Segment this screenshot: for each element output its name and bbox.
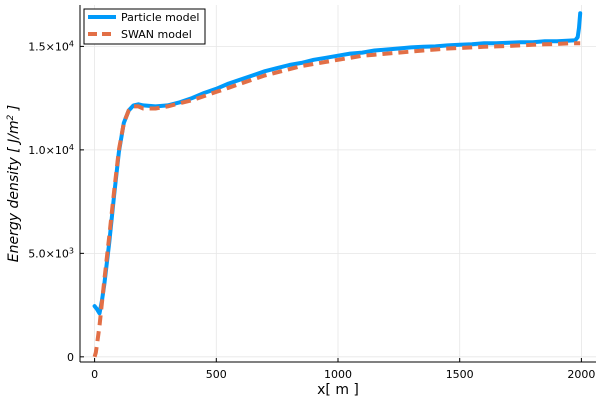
y-axis-label-sup: 2	[6, 114, 16, 120]
series-layer	[92, 11, 583, 358]
legend-box	[83, 8, 206, 45]
x-tick-label-3: 1500	[446, 368, 474, 381]
y-tick-label-1: 5.0×103	[28, 246, 74, 261]
x-tick-label-2: 1000	[324, 368, 352, 381]
y-tick-label-2: 1.0×104	[28, 142, 74, 157]
y-axis-label-close: ]	[6, 105, 22, 115]
y-axis-label-main: Energy density [ J/m	[6, 120, 22, 262]
x-axis-label: x[ m ]	[317, 382, 359, 398]
ticks: 0 500 1000 1500 2000 0 5.0×103 1.0×104 1.5×104	[28, 39, 595, 381]
x-tick-label-0: 0	[91, 368, 98, 381]
legend: Particle model SWAN model	[83, 8, 206, 45]
x-tick-label-4: 2000	[567, 368, 595, 381]
x-tick-label-1: 500	[206, 368, 227, 381]
y-axis-label: Energy density [ J/m2 ]	[6, 105, 22, 263]
y-tick-label-3: 1.5×104	[28, 39, 74, 54]
grid	[80, 5, 596, 362]
legend-label-swan-model: SWAN model	[121, 28, 192, 41]
y-tick-label-0: 0	[67, 351, 74, 364]
series-line-swan-model	[92, 41, 581, 358]
legend-label-particle-model: Particle model	[121, 11, 199, 24]
